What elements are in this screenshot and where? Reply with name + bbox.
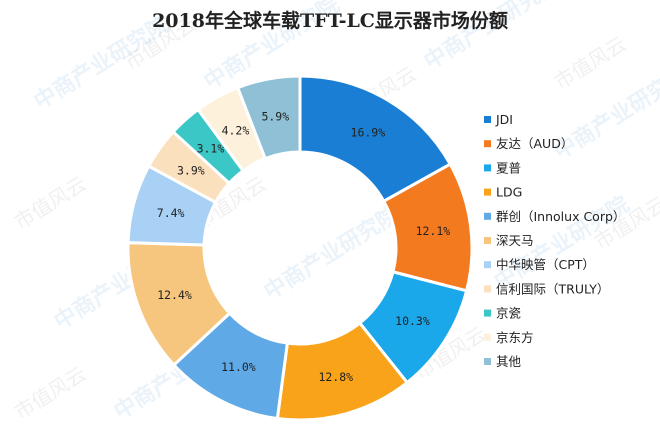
legend-swatch bbox=[484, 116, 491, 123]
slice-value-label: 3.1% bbox=[197, 141, 225, 155]
legend: JDI 友达（AUD） 夏普 LDG 群创（Innolux Corp） 深天马中华映管（C… bbox=[484, 112, 625, 369]
watermark-text: 中商产业研究院 bbox=[259, 201, 403, 305]
legend-swatch bbox=[484, 309, 491, 317]
legend-label: 夏普 bbox=[496, 160, 521, 175]
legend-label: 其他 bbox=[496, 354, 522, 369]
slice-value-label: 12.1% bbox=[416, 224, 451, 238]
legend-label: JDI bbox=[495, 112, 513, 127]
watermark-text: 市值风云 bbox=[10, 171, 91, 234]
legend-label: 友达（AUD） bbox=[496, 136, 573, 151]
legend-swatch bbox=[484, 333, 491, 341]
slice-value-label: 7.4% bbox=[157, 206, 185, 220]
slice-value-label: 5.9% bbox=[261, 109, 289, 123]
legend-label: 中华映管（CPT） bbox=[496, 257, 595, 272]
legend-label: 深天马 bbox=[496, 233, 534, 248]
slice-value-label: 12.8% bbox=[318, 370, 353, 384]
legend-label: 群创（Innolux Corp） bbox=[496, 209, 625, 224]
watermark-text: 市值风云 bbox=[550, 31, 631, 94]
slice-value-label: 3.9% bbox=[177, 163, 205, 177]
legend-label: 京东方 bbox=[496, 330, 534, 345]
slice-value-label: 16.9% bbox=[351, 125, 386, 139]
legend-label: LDG bbox=[496, 185, 522, 200]
watermark-text: 市值风云 bbox=[10, 361, 91, 424]
legend-label: 信利国际（TRULY） bbox=[496, 281, 609, 296]
slices-layer bbox=[126, 74, 474, 422]
legend-swatch bbox=[484, 358, 491, 365]
chart-title: 2018年全球车载TFT-LC显示器市场份额 bbox=[152, 10, 508, 32]
slice-labels-layer: 16.9% 12.1% 10.3% 12.8% 11.0% 12.4% 7.4% 3.9% 3.… bbox=[157, 109, 450, 384]
legend-swatch bbox=[484, 237, 491, 244]
legend-swatch bbox=[484, 261, 491, 269]
slice-value-label: 12.4% bbox=[157, 288, 192, 302]
legend-label: 京瓷 bbox=[496, 306, 521, 321]
slice-value-label: 11.0% bbox=[221, 360, 256, 374]
legend-swatch bbox=[484, 188, 491, 196]
legend-swatch bbox=[484, 164, 491, 172]
legend-swatch bbox=[484, 285, 491, 293]
legend-swatch bbox=[484, 140, 491, 148]
slice-value-label: 10.3% bbox=[395, 314, 430, 328]
slice-value-label: 4.2% bbox=[222, 124, 250, 138]
donut-slice bbox=[235, 74, 302, 161]
legend-swatch bbox=[484, 212, 491, 220]
